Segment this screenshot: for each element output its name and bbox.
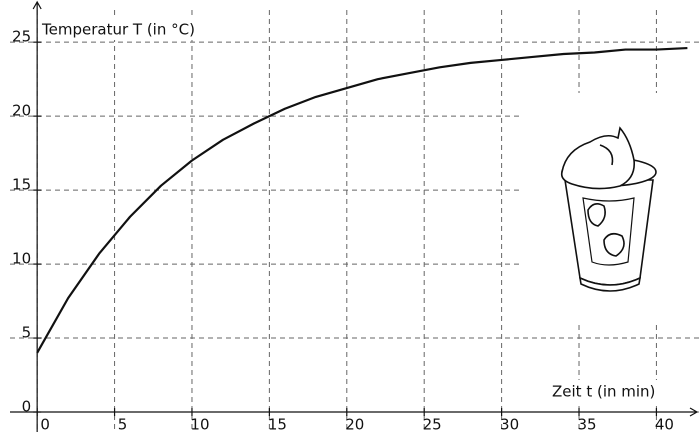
y-tick-label: 25 [12,28,31,46]
x-tick-label: 15 [268,416,287,432]
x-axis [10,407,699,417]
x-tick-label: 35 [577,416,596,432]
y-axis-title: Temperatur T (in °C) [41,21,195,39]
x-tick-label: 25 [423,416,442,432]
x-tick-label: 0 [40,416,50,432]
x-tick-label: 5 [118,416,128,432]
x-tick-label: 20 [345,416,364,432]
axes: 0 5 10 15 20 25 30 35 40 0 5 10 15 20 25 [10,0,699,432]
x-tick-label: 10 [190,416,209,432]
y-tick-label: 10 [12,250,31,268]
x-tick-label: 40 [655,416,674,432]
yogurt-illustration [560,126,657,292]
y-tick-label: 0 [22,398,32,416]
y-tick-label: 20 [12,102,31,120]
x-tick-label: 30 [500,416,519,432]
y-tick-label: 15 [12,176,31,194]
label-background [40,18,216,40]
plot [36,46,688,354]
y-tick-label: 5 [22,324,32,342]
data-line [36,46,688,354]
label-background [548,380,672,402]
y-axis [32,0,42,432]
x-axis-title: Zeit t (in min) [552,383,655,401]
